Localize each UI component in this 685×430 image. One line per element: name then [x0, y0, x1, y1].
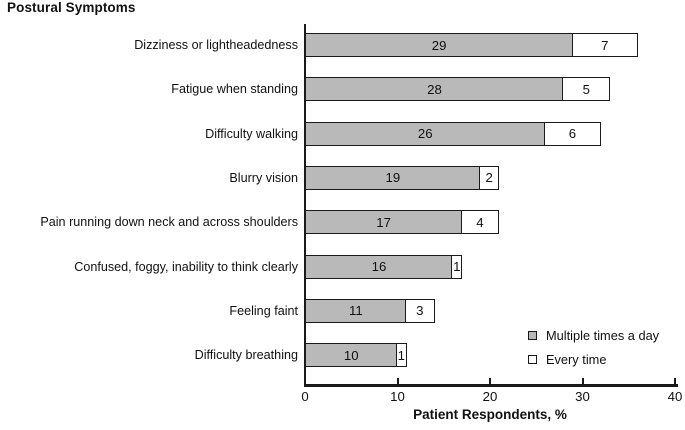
bar-segment-every-time: 5	[562, 77, 611, 102]
category-label: Difficulty breathing	[194, 348, 298, 363]
bar-segment-multiple-times: 17	[305, 210, 463, 235]
bar-value-label: 28	[427, 81, 442, 97]
category-label: Blurry vision	[229, 170, 298, 185]
category-label: Dizziness or lightheadedness	[134, 38, 298, 52]
legend-label: Every time	[546, 351, 607, 367]
bar-segment-multiple-times: 10	[305, 343, 398, 368]
bar-value-label: 5	[582, 81, 590, 97]
x-axis-tick-label: 30	[575, 389, 590, 404]
x-axis-tick-label: 0	[301, 389, 309, 404]
x-axis-tick	[396, 378, 399, 384]
bar-segment-every-time: 1	[451, 254, 463, 279]
bar-row: 16 1	[305, 254, 463, 279]
bar-row: 10 1	[305, 343, 407, 368]
x-axis-tick	[581, 378, 584, 384]
bar-value-label: 17	[376, 214, 391, 230]
filled-square-icon	[528, 330, 537, 340]
bar-segment-every-time: 7	[571, 33, 638, 57]
bar-segment-every-time: 1	[395, 343, 407, 368]
legend-label: Multiple times a day	[546, 327, 660, 343]
bar-value-label: 19	[385, 170, 401, 186]
bar-segment-multiple-times: 19	[305, 165, 481, 190]
category-label: Feeling faint	[229, 303, 298, 318]
category-label: Pain running down neck and across should…	[40, 215, 298, 230]
bar-value-label: 2	[485, 170, 493, 186]
bar-value-label: 26	[417, 126, 433, 142]
bar-value-label: 3	[416, 303, 424, 319]
bar-value-label: 6	[568, 126, 577, 142]
bar-value-label: 10	[343, 347, 359, 363]
bar-segment-every-time: 4	[460, 210, 500, 235]
category-label: Difficulty walking	[205, 126, 298, 141]
bar-value-label: 11	[349, 303, 363, 319]
bar-segment-every-time: 2	[479, 165, 500, 190]
bar-segment-multiple-times: 26	[305, 121, 546, 146]
bar-row: 19 2	[305, 165, 500, 190]
open-square-icon	[528, 354, 537, 364]
bar-value-label: 29	[431, 37, 447, 53]
bar-row: 28 5	[305, 77, 611, 102]
x-axis-tick-label: 20	[482, 389, 498, 404]
bar-segment-every-time: 6	[543, 121, 601, 146]
bar-segment-multiple-times: 16	[305, 254, 453, 279]
legend-item-every-time: Every time	[528, 351, 659, 367]
legend: Multiple times a day Every time	[528, 327, 659, 375]
legend-item-multiple-times: Multiple times a day	[528, 327, 659, 343]
bar-segment-multiple-times: 11	[305, 298, 407, 323]
x-axis-line	[304, 384, 678, 387]
x-axis-tick	[489, 378, 491, 384]
y-axis-line	[304, 24, 306, 386]
bar-row: 17 4	[305, 210, 500, 235]
bar-segment-every-time: 3	[405, 298, 435, 323]
bar-segment-multiple-times: 29	[305, 33, 574, 57]
x-axis-tick-label: 10	[390, 389, 405, 404]
x-axis-title: Patient Respondents, %	[413, 407, 567, 422]
bar-value-label: 1	[397, 347, 405, 363]
bar-row: 11 3	[305, 298, 435, 323]
x-axis-tick	[674, 378, 676, 384]
bar-value-label: 1	[453, 259, 461, 274]
bar-segment-multiple-times: 28	[305, 77, 564, 102]
bar-value-label: 16	[371, 259, 387, 274]
x-axis-tick-label: 40	[667, 389, 683, 404]
bar-row: 29 7	[305, 33, 638, 57]
chart-title: Postural Symptoms	[7, 0, 136, 15]
category-label: Confused, foggy, inability to think clea…	[74, 259, 298, 274]
bar-row: 26 6	[305, 121, 601, 146]
bar-value-label: 4	[476, 214, 484, 230]
bar-value-label: 7	[601, 37, 609, 53]
category-label: Fatigue when standing	[171, 82, 298, 97]
